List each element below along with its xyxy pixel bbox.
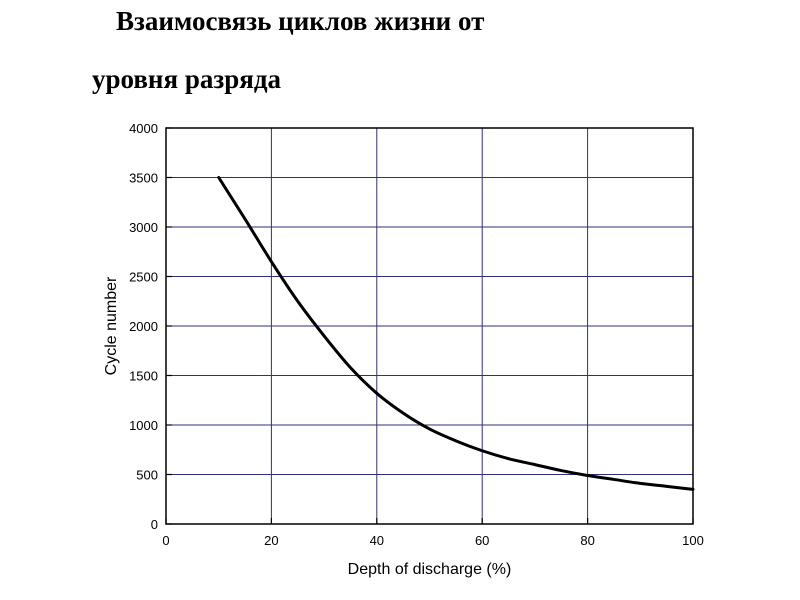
y-tick-label: 500 xyxy=(136,468,158,483)
x-tick-label: 0 xyxy=(162,533,169,548)
x-axis-title: Depth of discharge (%) xyxy=(348,561,512,578)
y-axis-title: Cycle number xyxy=(103,276,120,375)
series-layer xyxy=(217,176,695,491)
y-tick-label: 3000 xyxy=(129,220,158,235)
tick-marks xyxy=(165,127,694,525)
y-tick-label: 2500 xyxy=(129,270,158,285)
y-tick-label: 2000 xyxy=(129,319,158,334)
y-tick-label: 3500 xyxy=(129,171,158,186)
series-line xyxy=(217,176,695,491)
x-tick-label: 80 xyxy=(580,533,594,548)
y-tick-label: 1500 xyxy=(129,369,158,384)
chart-heading: Взаимосвязь циклов жизни от уровня разря… xyxy=(0,0,800,110)
x-tick-label: 20 xyxy=(264,533,278,548)
x-tick-label: 40 xyxy=(370,533,384,548)
y-tick-label: 4000 xyxy=(129,121,158,136)
y-tick-label: 1000 xyxy=(129,418,158,433)
y-tick-label: 0 xyxy=(151,517,158,532)
x-tick-label: 60 xyxy=(475,533,489,548)
grid-lines xyxy=(166,128,693,524)
x-tick-label: 100 xyxy=(682,533,704,548)
chart-title-line-1: Взаимосвязь циклов жизни от xyxy=(116,6,485,36)
tick-labels: 0 20 40 60 80 1000500100015002000250030003500… xyxy=(129,121,704,548)
chart-title-line-2: уровня разряда xyxy=(92,64,281,94)
